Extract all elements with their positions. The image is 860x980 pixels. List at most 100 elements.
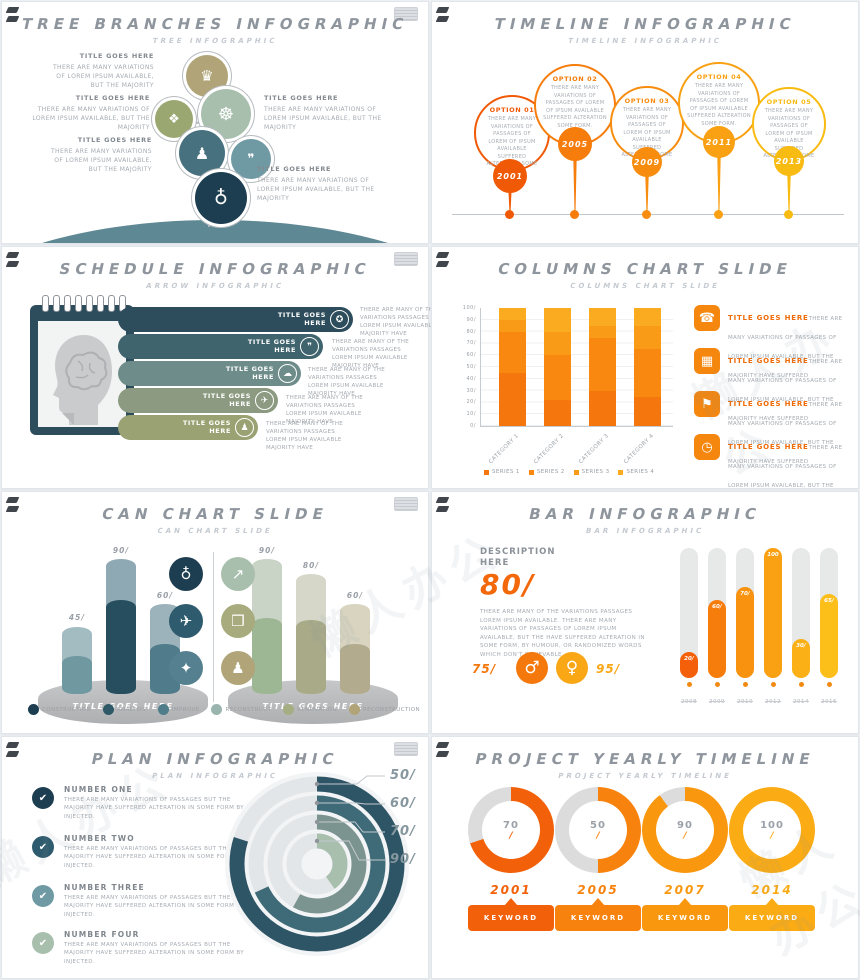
slide-yearly-timeline[interactable]: PROJECT YEARLY TIMELINE PROJECT YEARLY T…	[431, 736, 859, 979]
tree-text-block: TITLE GOES HERE THERE ARE MANY VARIATIONS…	[264, 94, 382, 131]
paper-plane-icon: ✈	[255, 391, 274, 410]
description-heading: DESCRIPTION HERE	[480, 547, 556, 569]
slide-can-chart[interactable]: CAN CHART SLIDE CAN CHART SLIDE TITLE GO…	[1, 491, 429, 734]
tree-text-block: TITLE GOES HERE THERE ARE MANY VARIATIONS…	[52, 52, 154, 89]
tree-text-block: TITLE GOES HERE THERE ARE MANY VARIATIONS…	[32, 94, 150, 131]
graduation-cap-icon: ✪	[330, 310, 349, 329]
stacked-column	[499, 308, 526, 426]
donut-chart: 100/	[729, 787, 815, 873]
donut-chart: 70/	[468, 787, 554, 873]
pill-bar: 30/	[792, 548, 810, 678]
schedule-note: THERE ARE MANY OF THE VARIATIONS PASSAGE…	[332, 339, 410, 369]
slide-subtitle: COLUMNS CHART SLIDE	[569, 282, 721, 290]
users-icon: ♟	[194, 143, 210, 163]
donut-chart: 90/	[642, 787, 728, 873]
can-bar	[106, 559, 136, 694]
slide-subtitle: ARROW INFOGRAPHIC	[145, 282, 285, 290]
spiral-ring	[108, 295, 115, 312]
column-chart-plot	[480, 308, 673, 427]
y-tick: 0/	[470, 423, 476, 429]
slide-plan-infographic[interactable]: PLAN INFOGRAPHIC PLAN INFOGRAPHIC ✔ NUMB…	[1, 736, 429, 979]
pill-bar: 70/	[736, 548, 754, 678]
keyword-tag: KEYWORD	[555, 898, 641, 931]
slide-title: COLUMNS CHART SLIDE	[496, 260, 794, 278]
chat-icon: ❞	[247, 151, 255, 167]
y-tick: 40/	[466, 376, 476, 382]
slide-subtitle: CAN CHART SLIDE	[156, 527, 274, 535]
tree-text-block: TITLE GOES HERE THERE ARE MANY VARIATIONS…	[257, 165, 375, 202]
globe-icon: ♁	[169, 557, 203, 591]
schedule-note: THERE ARE MANY OF THE VARIATIONS PASSAGE…	[266, 421, 344, 451]
phone-icon: ☎	[694, 305, 720, 331]
schedule-bar: TITLE GOES HERE ☁	[118, 361, 301, 386]
can-value: 90/	[258, 546, 276, 555]
y-tick: 30/	[466, 388, 476, 394]
ring-percentage: 50/	[390, 768, 416, 783]
can-value: 80/	[302, 561, 320, 570]
plan-item: NUMBER FOUR THERE ARE MANY VARIATIONS OF …	[64, 930, 245, 965]
donut-chart: 50/	[555, 787, 641, 873]
ring-percentage: 70/	[390, 824, 416, 839]
year-label: 2016	[816, 682, 842, 707]
users-icon: ♟	[221, 651, 255, 685]
chart-line-icon: ↗	[221, 557, 255, 591]
globe-icon: ♁	[214, 187, 228, 209]
plan-item: NUMBER ONE THERE ARE MANY VARIATIONS OF P…	[64, 785, 245, 820]
slide-columns-chart[interactable]: COLUMNS CHART SLIDE COLUMNS CHART SLIDE …	[431, 246, 859, 508]
slide-title: TIMELINE INFOGRAPHIC	[492, 15, 798, 33]
schedule-bar: TITLE GOES HERE ♟	[118, 415, 258, 440]
year-circle: 2001	[493, 159, 527, 193]
slide-bar-infographic[interactable]: BAR INFOGRAPHIC BAR INFOGRAPHIC DESCRIPT…	[431, 491, 859, 734]
head-brain-graphic	[53, 335, 112, 425]
tree-node: ♁	[195, 172, 247, 224]
ring-percentage: 60/	[390, 796, 416, 811]
slide-schedule[interactable]: SCHEDULE INFOGRAPHIC ARROW INFOGRAPHIC T…	[1, 246, 437, 489]
tree-node: ♟	[179, 130, 225, 176]
year-label: 2005	[577, 883, 619, 897]
center-divider	[213, 552, 214, 702]
users-icon: ♟	[235, 418, 254, 437]
y-tick: 90/	[466, 317, 476, 323]
year-circle: 2013	[774, 146, 804, 176]
check-icon: ✔	[32, 885, 54, 907]
y-tick: 20/	[466, 399, 476, 405]
can-value: 45/	[68, 613, 86, 622]
page-number-badge	[394, 7, 418, 21]
y-tick: 70/	[466, 340, 476, 346]
pill-bar: 20/	[680, 548, 698, 678]
page-number-badge	[394, 742, 418, 756]
keyword-tag: KEYWORD	[642, 898, 728, 931]
cloud-download-icon: ☁	[278, 364, 297, 383]
info-item: ⚑ TITLE GOES HERETHERE ARE MANY VARIATION…	[694, 391, 850, 467]
slide-tree-branches[interactable]: TREE BRANCHES INFOGRAPHIC TREE INFOGRAPH…	[1, 1, 429, 244]
cube-icon: ❒	[221, 604, 255, 638]
slide-timeline[interactable]: TIMELINE INFOGRAPHIC TIMELINE INFOGRAPHI…	[431, 1, 859, 244]
year-circle: 2009	[632, 147, 662, 177]
trophy-icon: ♛	[200, 67, 214, 85]
year-label: 2012	[760, 682, 786, 707]
schedule-note: THERE ARE MANY OF THE VARIATIONS PASSAGE…	[308, 367, 386, 397]
tree-text-block: TITLE GOES HERE THERE ARE MANY VARIATIONS…	[50, 136, 152, 173]
slide-subtitle: PROJECT YEARLY TIMELINE	[557, 772, 733, 780]
tree-node: ❖	[155, 100, 193, 138]
check-icon: ✔	[32, 836, 54, 858]
can-value: 60/	[346, 591, 364, 600]
radial-rings-chart	[225, 772, 409, 956]
slide-title: CAN CHART SLIDE	[100, 505, 330, 523]
stacked-column	[544, 308, 571, 426]
chart-legend: SERIES 1 SERIES 2 SERIES 3 SERIES 4	[484, 469, 654, 475]
info-item: ☎ TITLE GOES HERETHERE ARE MANY VARIATION…	[694, 305, 850, 381]
bulb-icon: ✦	[169, 651, 203, 685]
slide-title: PROJECT YEARLY TIMELINE	[473, 750, 817, 768]
spiral-ring	[86, 295, 93, 312]
slide-title: SCHEDULE INFOGRAPHIC	[57, 260, 373, 278]
calendar-icon: ▦	[694, 348, 720, 374]
can-bar	[340, 604, 370, 694]
chat-icon: ❞	[300, 337, 319, 356]
y-tick: 80/	[466, 329, 476, 335]
female-percentage: 95/	[596, 662, 621, 676]
slide-title: BAR INFOGRAPHIC	[527, 505, 763, 523]
year-circle: 2011	[703, 126, 735, 158]
can-value: 60/	[156, 591, 174, 600]
